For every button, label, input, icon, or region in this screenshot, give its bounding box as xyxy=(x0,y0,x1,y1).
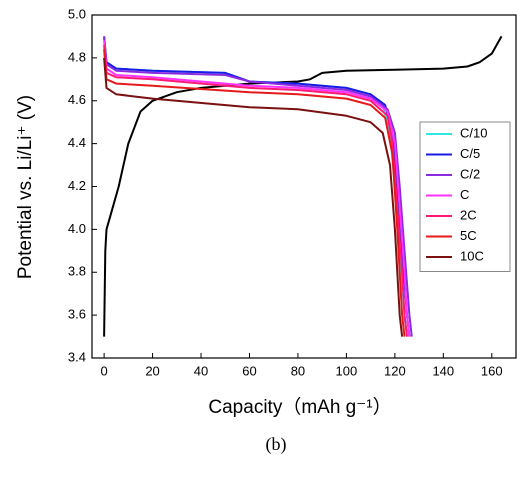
legend-label: 2C xyxy=(460,207,477,222)
x-tick-label: 60 xyxy=(242,363,256,378)
series-line xyxy=(103,49,406,337)
y-tick-label: 4.4 xyxy=(68,135,86,150)
y-tick-label: 3.8 xyxy=(68,264,86,279)
caption: (b) xyxy=(266,434,287,455)
x-tick-label: 100 xyxy=(336,363,358,378)
legend-label: 10C xyxy=(460,248,484,263)
legend-label: C xyxy=(460,187,469,202)
x-tick-label: 80 xyxy=(291,363,305,378)
y-tick-label: 4.2 xyxy=(68,178,86,193)
x-tick-label: 140 xyxy=(432,363,454,378)
y-axis-label: Potential vs. Li/Li⁺ (V) xyxy=(15,95,36,279)
series-line xyxy=(103,57,404,337)
legend-label: C/5 xyxy=(460,146,480,161)
y-tick-label: 4.8 xyxy=(68,49,86,64)
legend-box xyxy=(419,121,511,272)
legend-label: C/2 xyxy=(460,166,480,181)
series-line xyxy=(103,35,503,337)
x-axis-label: Capacity（mAh g⁻¹） xyxy=(208,396,391,418)
plot-frame xyxy=(91,14,517,359)
x-tick-label: 0 xyxy=(100,363,107,378)
y-tick-label: 5.0 xyxy=(68,6,86,21)
legend-label: 5C xyxy=(460,228,477,243)
y-tick-label: 3.6 xyxy=(68,307,86,322)
series-line xyxy=(103,36,413,337)
x-tick-label: 40 xyxy=(194,363,208,378)
x-tick-label: 160 xyxy=(481,363,503,378)
y-tick-label: 4.6 xyxy=(68,92,86,107)
y-tick-label: 3.4 xyxy=(68,349,86,364)
legend-label: C/10 xyxy=(460,125,487,140)
series-line xyxy=(103,44,408,337)
y-tick-label: 4.0 xyxy=(68,221,86,236)
x-tick-label: 20 xyxy=(145,363,159,378)
x-tick-label: 120 xyxy=(384,363,406,378)
series-line xyxy=(103,40,411,337)
